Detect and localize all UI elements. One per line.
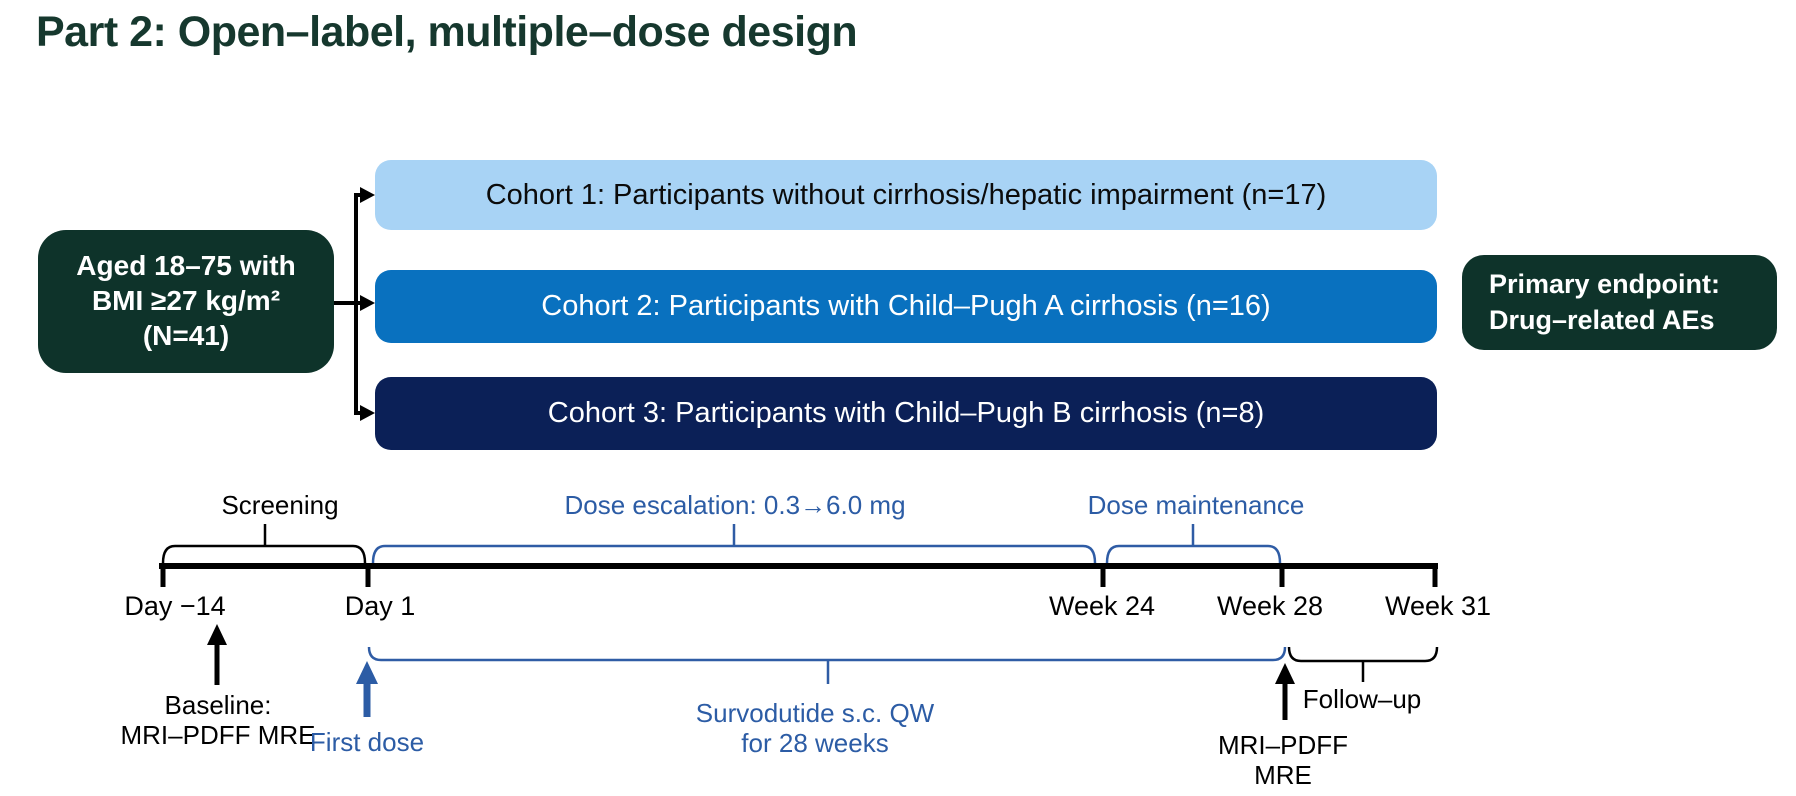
mri-line-2: MRE	[1254, 760, 1312, 791]
mri-line-1: MRI–PDFF	[1218, 730, 1348, 760]
treatment-label: Survodutide s.c. QW for 28 weeks	[696, 698, 934, 758]
cohort-1-bar: Cohort 1: Participants without cirrhosis…	[375, 160, 1437, 230]
cohort-2-label: Cohort 2: Participants with Child–Pugh A…	[541, 290, 1271, 322]
population-line-2: BMI ≥27 kg/m²	[91, 285, 281, 317]
dose-maintenance-label: Dose maintenance	[1087, 490, 1305, 520]
cohort-1-label: Cohort 1: Participants without cirrhosis…	[485, 178, 1327, 211]
tick-week-24: Week 24	[1048, 591, 1156, 621]
screening-brace	[161, 524, 367, 564]
branch-connector	[334, 193, 362, 415]
population-line-1: Aged 18–75 with	[76, 250, 296, 282]
follow-up-brace	[1287, 646, 1439, 682]
cohort-3-bar: Cohort 3: Participants with Child–Pugh B…	[375, 377, 1437, 450]
tick-week-31: Week 31	[1384, 591, 1492, 621]
branch-arrowheads	[360, 187, 375, 421]
endpoint-line-1: Primary endpoint:	[1489, 269, 1721, 300]
dose-maintenance-brace	[1105, 524, 1282, 564]
treatment-line-1: Survodutide s.c. QW	[695, 698, 935, 728]
baseline-label: Baseline: MRI–PDFF MRE	[121, 690, 316, 750]
endpoint-line-2: Drug–related AEs	[1489, 304, 1715, 335]
screening-label: Screening	[221, 490, 339, 520]
dose-escalation-brace	[371, 524, 1097, 564]
tick-week-28: Week 28	[1216, 591, 1324, 621]
first-dose-arrow-icon	[356, 661, 378, 717]
follow-up-label: Follow–up	[1302, 684, 1422, 714]
tick-day-minus14: Day −14	[124, 591, 226, 621]
treatment-brace	[367, 646, 1287, 684]
baseline-line-2: MRI–PDFF MRE	[120, 720, 316, 751]
mri-arrow-icon	[1275, 663, 1295, 720]
dose-escalation-label: Dose escalation: 0.3→6.0 mg	[564, 490, 906, 520]
cohort-2-bar: Cohort 2: Participants with Child–Pugh A…	[375, 270, 1437, 343]
tick-day-1: Day 1	[344, 591, 416, 621]
endpoint-box: Primary endpoint: Drug–related AEs	[1462, 255, 1777, 350]
first-dose-label: First dose	[309, 727, 425, 757]
treatment-line-2: for 28 weeks	[741, 728, 889, 759]
mri-label: MRI–PDFF MRE	[1218, 730, 1348, 790]
timeline-ticks	[160, 566, 1438, 587]
page-title: Part 2: Open–label, multiple–dose design	[36, 8, 858, 56]
cohort-3-label: Cohort 3: Participants with Child–Pugh B…	[547, 397, 1265, 429]
baseline-arrow-icon	[207, 624, 227, 685]
baseline-line-1: Baseline:	[164, 690, 272, 720]
population-line-3: (N=41)	[142, 319, 230, 351]
population-box: Aged 18–75 with BMI ≥27 kg/m² (N=41)	[38, 230, 334, 373]
